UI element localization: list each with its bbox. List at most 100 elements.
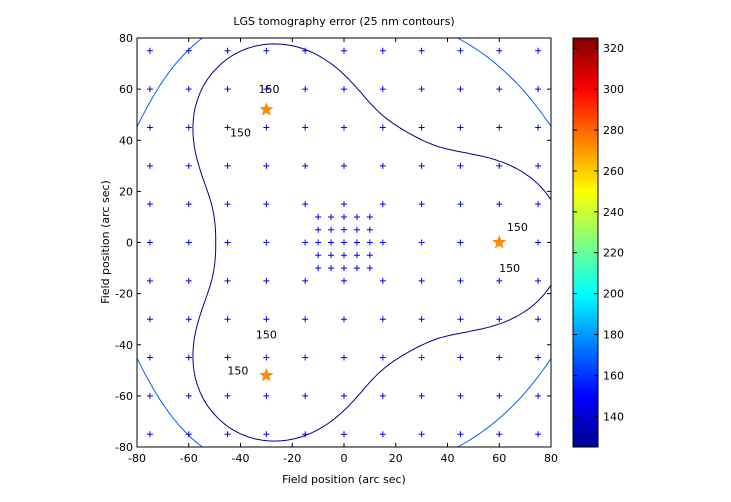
contour-lines (137, 38, 551, 447)
x-tick-label: -60 (180, 452, 198, 465)
contour-175 (137, 38, 551, 447)
grid-point (457, 86, 464, 93)
contour-label: 150 (227, 364, 248, 377)
grid-point (302, 162, 309, 169)
grid-point (496, 431, 503, 438)
grid-point (379, 47, 386, 54)
grid-point (185, 431, 192, 438)
grid-point (496, 392, 503, 399)
grid-point (146, 392, 153, 399)
colorbar-tick-label: 320 (603, 42, 624, 55)
grid-point (146, 239, 153, 246)
grid-point (418, 431, 425, 438)
grid-point (379, 201, 386, 208)
grid-point (185, 239, 192, 246)
grid-point (353, 252, 360, 259)
colorbar-tick-label: 160 (603, 369, 624, 382)
grid-point (146, 431, 153, 438)
grid-point (185, 316, 192, 323)
grid-point (315, 213, 322, 220)
grid-point (224, 316, 231, 323)
grid-point (379, 431, 386, 438)
y-axis-label: Field position (arc sec) (99, 180, 112, 304)
grid-point (379, 86, 386, 93)
grid-point (341, 47, 347, 54)
grid-point (224, 86, 231, 93)
grid-point (418, 124, 425, 131)
chart-title: LGS tomography error (25 nm contours) (233, 15, 454, 28)
grid-point (379, 392, 386, 399)
grid-point (496, 277, 503, 284)
y-tick-label: 0 (126, 237, 133, 250)
y-tick-label: 20 (119, 185, 133, 198)
grid-point (379, 124, 386, 131)
grid-point (535, 124, 542, 131)
grid-point (263, 162, 270, 169)
grid-point (185, 354, 192, 361)
grid-point (315, 226, 322, 233)
lgs-star (492, 235, 507, 249)
grid-point (263, 124, 270, 131)
grid-point (535, 86, 542, 93)
grid-point (457, 47, 464, 54)
grid-point (418, 354, 425, 361)
grid-point (535, 431, 542, 438)
y-tick-label: -40 (115, 339, 133, 352)
grid-point (353, 226, 360, 233)
grid-point (366, 239, 373, 246)
y-tick-label: 60 (119, 83, 133, 96)
grid-point (379, 316, 386, 323)
grid-point (146, 47, 153, 54)
grid-point (535, 316, 542, 323)
grid-point (496, 201, 503, 208)
grid-point (185, 86, 192, 93)
grid-point (341, 201, 347, 208)
contour-150 (192, 43, 551, 442)
grid-point (185, 124, 192, 131)
grid-point (341, 213, 347, 220)
y-tick-label: -20 (115, 288, 133, 301)
grid-point (418, 316, 425, 323)
grid-point (146, 201, 153, 208)
colorbar-tick-label: 280 (603, 124, 624, 137)
grid-point (379, 277, 386, 284)
grid-point (185, 277, 192, 284)
colorbar (572, 37, 599, 448)
grid-point (224, 47, 231, 54)
grid-point (315, 252, 322, 259)
colorbar-tick-label: 300 (603, 83, 624, 96)
grid-point (263, 86, 270, 93)
grid-point (302, 354, 309, 361)
y-tick-label: 40 (119, 134, 133, 147)
grid-point (457, 277, 464, 284)
grid-point (315, 239, 322, 246)
grid-point (341, 316, 347, 323)
grid-markers (146, 47, 542, 438)
grid-point (457, 124, 464, 131)
x-tick-label: 20 (389, 452, 403, 465)
grid-point (496, 162, 503, 169)
grid-point (302, 47, 309, 54)
colorbar-tick-label: 140 (603, 410, 624, 423)
grid-point (146, 86, 153, 93)
grid-point (535, 201, 542, 208)
grid-point (302, 316, 309, 323)
x-tick-label: 80 (544, 452, 558, 465)
grid-point (185, 162, 192, 169)
grid-point (302, 86, 309, 93)
grid-point (263, 431, 270, 438)
grid-point (366, 226, 373, 233)
grid-point (224, 431, 231, 438)
y-tick-label: 80 (119, 32, 133, 45)
contour-label: 150 (499, 262, 520, 275)
axis-ticks: -80 -60 -40 -20 0 20 40 60 80 -80 -60 -40 -20 0 20 40 60… (115, 32, 558, 465)
grid-point (263, 47, 270, 54)
grid-point (366, 252, 373, 259)
grid-point (418, 47, 425, 54)
contour-label: 150 (258, 83, 279, 96)
grid-point (457, 354, 464, 361)
grid-point (353, 239, 360, 246)
grid-point (379, 239, 386, 246)
grid-point (224, 354, 231, 361)
